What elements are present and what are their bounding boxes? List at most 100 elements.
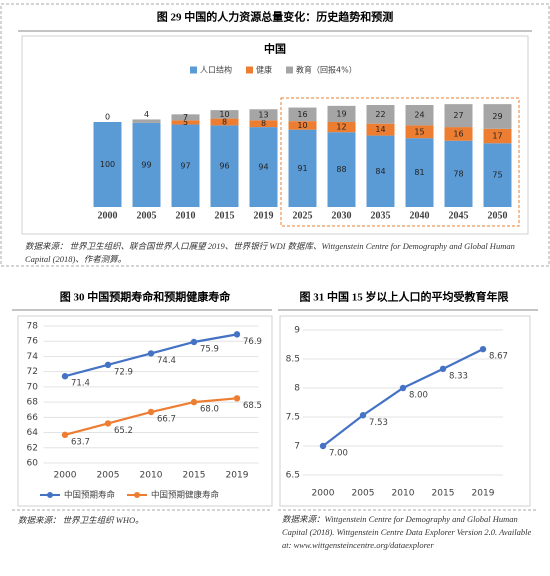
chart-title: 图 29 中国的人力资源总量变化：历史趋势和预测 xyxy=(157,10,394,24)
y-tick-label: 60 xyxy=(27,459,39,469)
plot-frame xyxy=(279,315,531,507)
data-label: 19 xyxy=(336,109,346,118)
data-label: 24 xyxy=(414,111,424,120)
x-tick-label: 2015 xyxy=(215,210,235,221)
bar-segment xyxy=(405,138,434,207)
data-label: 74.4 xyxy=(157,356,176,366)
source-note: 数据来源： 世界卫生组织 WHO。 xyxy=(18,515,144,525)
marker xyxy=(233,395,241,402)
bar-segment xyxy=(483,128,512,144)
data-label: 7 xyxy=(183,113,188,122)
marker xyxy=(147,408,155,416)
marker xyxy=(104,420,112,427)
bar-segment xyxy=(171,120,200,125)
x-tick-label: 2025 xyxy=(293,210,313,221)
data-label: 84 xyxy=(375,167,385,176)
bar-segment xyxy=(210,125,239,207)
y-tick-label: 64 xyxy=(27,428,39,438)
data-label: 16 xyxy=(297,110,307,119)
data-label: 0 xyxy=(105,113,110,122)
x-tick-label: 2030 xyxy=(332,210,352,221)
data-label: 96 xyxy=(219,162,229,171)
x-tick-label: 2040 xyxy=(410,210,430,221)
data-label: 63.7 xyxy=(71,437,90,447)
bar-segment xyxy=(444,140,473,207)
y-tick-label: 66 xyxy=(27,413,39,423)
data-label: 7.53 xyxy=(369,418,388,428)
x-tick-label: 2010 xyxy=(176,210,196,221)
plot-frame xyxy=(21,35,529,235)
data-label: 15 xyxy=(414,127,424,136)
legend-label: 中国预期健康寿命 xyxy=(151,490,220,501)
bar-segment xyxy=(366,105,395,124)
x-tick-label: 2019 xyxy=(254,210,274,221)
data-label: 100 xyxy=(100,160,115,169)
data-label: 78 xyxy=(453,169,463,178)
chart-title: 图 30 中国预期寿命和预期健康寿命 xyxy=(60,290,231,304)
x-tick-label: 2005 xyxy=(352,489,375,499)
data-label: 12 xyxy=(336,123,346,132)
bar-segment xyxy=(366,135,395,207)
data-label: 8.33 xyxy=(449,371,468,381)
data-label: 10 xyxy=(297,121,307,130)
legend-swatch xyxy=(286,66,293,74)
data-label: 72.9 xyxy=(114,367,133,377)
data-label: 8.00 xyxy=(409,391,428,401)
x-tick-label: 2000 xyxy=(54,471,77,481)
marker xyxy=(190,398,198,406)
bar-segment xyxy=(288,121,317,130)
data-label: 13 xyxy=(258,110,268,119)
legend-marker xyxy=(134,492,141,498)
x-tick-label: 2045 xyxy=(449,210,469,221)
data-label: 81 xyxy=(414,168,424,177)
bar-segment xyxy=(210,110,239,119)
x-tick-label: 2005 xyxy=(97,471,120,481)
y-tick-label: 78 xyxy=(27,322,39,332)
legend-marker xyxy=(47,492,53,498)
marker xyxy=(479,345,487,353)
marker xyxy=(319,442,327,450)
data-label: 10 xyxy=(219,110,229,119)
data-label: 29 xyxy=(492,112,502,121)
bar-segment xyxy=(327,122,356,133)
y-tick-label: 72 xyxy=(27,367,38,377)
bar-segment xyxy=(171,124,200,207)
bar-segment xyxy=(249,127,278,207)
marker xyxy=(147,350,155,357)
x-tick-label: 2019 xyxy=(472,489,495,499)
bar-segment xyxy=(210,118,239,126)
bar-segment xyxy=(288,129,317,207)
data-label: 91 xyxy=(297,164,307,173)
x-tick-label: 2010 xyxy=(140,471,163,481)
x-tick-label: 2000 xyxy=(312,489,335,499)
x-tick-label: 2000 xyxy=(98,210,118,221)
data-label: 8 xyxy=(222,118,227,127)
y-tick-label: 62 xyxy=(27,443,38,453)
marker xyxy=(399,384,407,392)
data-label: 94 xyxy=(258,163,268,172)
marker xyxy=(190,338,198,346)
data-label: 68.0 xyxy=(200,405,219,415)
legend-label: 中国预期寿命 xyxy=(64,490,116,501)
x-tick-label: 2010 xyxy=(392,489,415,499)
bar-segment xyxy=(327,132,356,207)
y-tick-label: 7.5 xyxy=(286,413,300,423)
bar-segment xyxy=(327,105,356,122)
data-label: 88 xyxy=(336,165,346,174)
bar-segment xyxy=(444,127,473,141)
marker xyxy=(439,365,447,373)
data-label: 66.7 xyxy=(157,415,176,425)
data-label: 17 xyxy=(492,132,502,141)
marker xyxy=(233,331,241,338)
bar-segment xyxy=(444,104,473,128)
bar-segment xyxy=(405,105,434,126)
bar-segment xyxy=(483,143,512,207)
data-label: 99 xyxy=(141,160,151,169)
data-label: 27 xyxy=(453,111,463,120)
data-label: 75.9 xyxy=(200,344,219,354)
bar-segment xyxy=(483,104,512,129)
projection-box xyxy=(280,97,520,227)
data-label: 16 xyxy=(453,129,463,138)
